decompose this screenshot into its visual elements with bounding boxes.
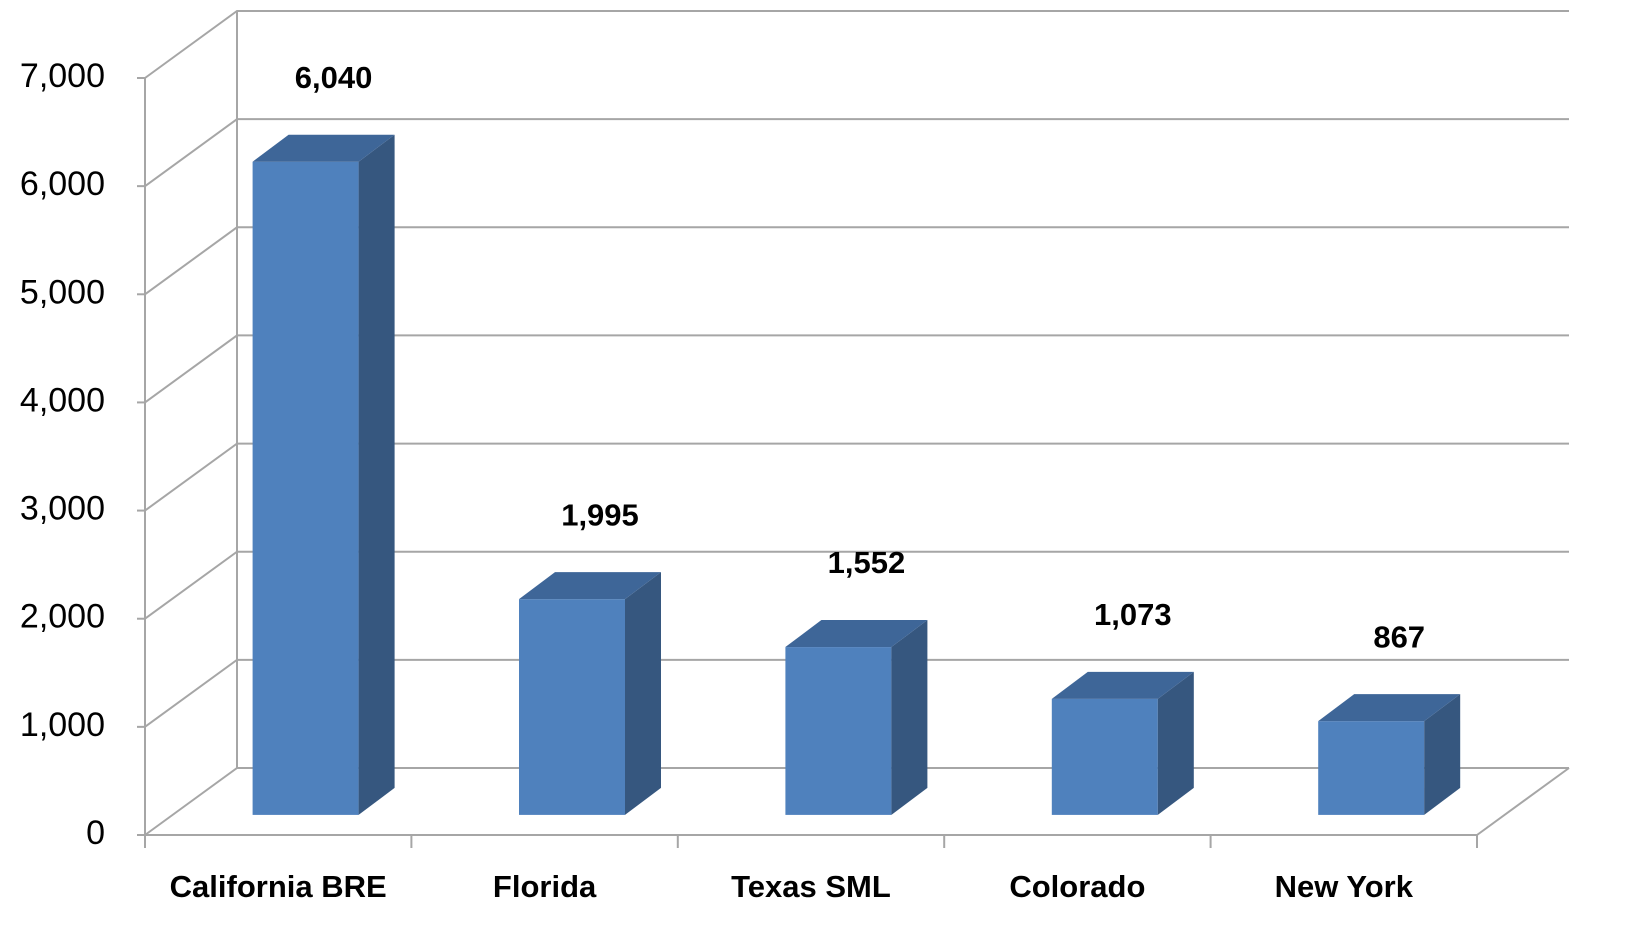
grid-line [144,442,1569,512]
value-label: 1,552 [828,545,906,580]
x-tick-label: California BRE [170,869,387,904]
y-tick-label: 7,000 [20,57,105,95]
x-tick-label: New York [1275,869,1414,904]
y-tick-label: 6,000 [20,165,105,203]
bar [1051,698,1158,815]
grid-line [144,334,1569,404]
value-label: 1,995 [561,497,639,532]
x-tick-label: Texas SML [731,869,891,904]
bar-top [519,572,661,600]
grid-line [144,226,1569,296]
value-label: 867 [1373,619,1425,654]
y-tick-label: 0 [86,814,105,852]
grid-line [144,658,1569,728]
bar-top [1318,694,1461,722]
x-tick-label: Colorado [1009,869,1145,904]
y-tick-label: 5,000 [20,273,105,311]
y-tick-label: 3,000 [20,490,105,528]
floor-edge [1476,767,1570,836]
bar-side [1157,671,1194,815]
bar-side [625,572,661,815]
bar-top [252,134,395,162]
bar [252,161,359,815]
grid-line [144,10,1569,79]
bar [1318,721,1425,815]
y-tick-label: 4,000 [20,381,105,419]
bar [519,599,625,815]
grid-line [144,550,1569,620]
bar-side [891,620,928,815]
bar-side [1424,694,1461,815]
bar [785,647,892,815]
bar-top [1051,671,1194,699]
value-label: 1,073 [1094,597,1172,632]
bar-side [358,134,395,815]
bar-top [785,620,928,648]
value-label: 6,040 [295,60,373,95]
y-tick-label: 2,000 [20,598,105,636]
y-tick-label: 1,000 [20,706,105,744]
x-tick-label: Florida [493,869,597,904]
grid-line [144,118,1569,187]
